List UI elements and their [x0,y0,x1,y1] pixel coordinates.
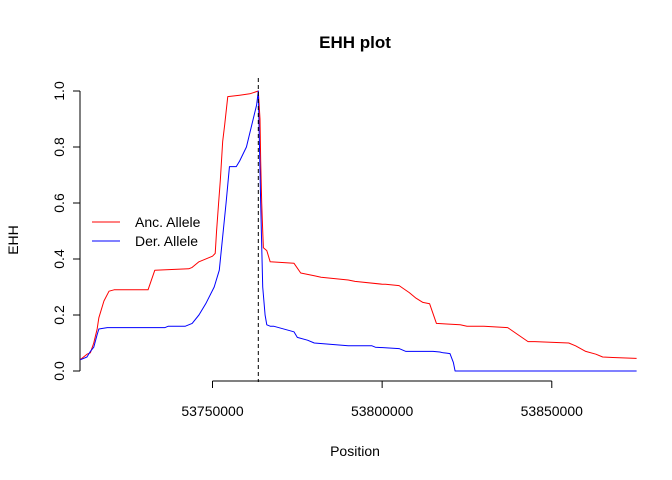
series-layer [79,90,637,372]
y-tick-label: 0.4 [51,249,67,269]
chart-title: EHH plot [319,33,391,52]
y-tick-label: 1.0 [51,81,67,101]
x-axis-label: Position [330,443,380,459]
legend-label-der: Der. Allele [135,233,198,249]
y-tick-label: 0.2 [51,305,67,325]
y-tick-label: 0.8 [51,137,67,157]
series-line-anc [79,90,637,361]
legend: Anc. Allele Der. Allele [92,214,201,249]
y-tick-label: 0.6 [51,193,67,213]
axes: 0.0 0.2 0.4 0.6 0.8 1.0 53750000 53800000 538500… [51,81,583,419]
x-tick-label: 53800000 [351,403,414,419]
legend-label-anc: Anc. Allele [135,214,201,230]
series-line-der [79,90,637,372]
y-tick-label: 0.0 [51,361,67,381]
x-tick-label: 53850000 [521,403,584,419]
x-tick-label: 53750000 [181,403,244,419]
y-axis-label: EHH [5,225,21,255]
